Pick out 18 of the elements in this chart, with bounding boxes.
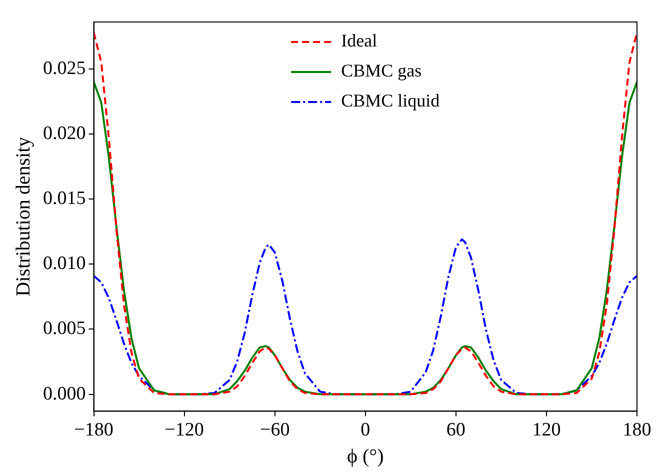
x-tick-label: −60 (260, 420, 290, 441)
x-axis-title: ϕ (°) (346, 445, 384, 468)
legend-label: Ideal (341, 30, 378, 51)
y-tick-label: 0.020 (43, 122, 86, 144)
y-tick-label: 0.010 (43, 253, 86, 274)
y-tick-label: 0.005 (43, 318, 86, 340)
y-tick-label: 0.015 (43, 188, 86, 210)
y-tick-label: 0.000 (43, 383, 86, 404)
x-tick-label: −180 (74, 420, 114, 441)
legend-label: CBMC liquid (341, 90, 440, 111)
y-axis-title: Distribution density (12, 136, 34, 296)
y-tick-label: 0.025 (43, 58, 86, 79)
x-tick-label: −120 (164, 420, 204, 441)
x-tick-label: 60 (446, 420, 466, 441)
x-tick-label: 180 (622, 420, 652, 441)
x-tick-label: 120 (532, 420, 561, 441)
legend-label: CBMC gas (341, 60, 422, 81)
x-tick-label: 0 (360, 420, 370, 441)
